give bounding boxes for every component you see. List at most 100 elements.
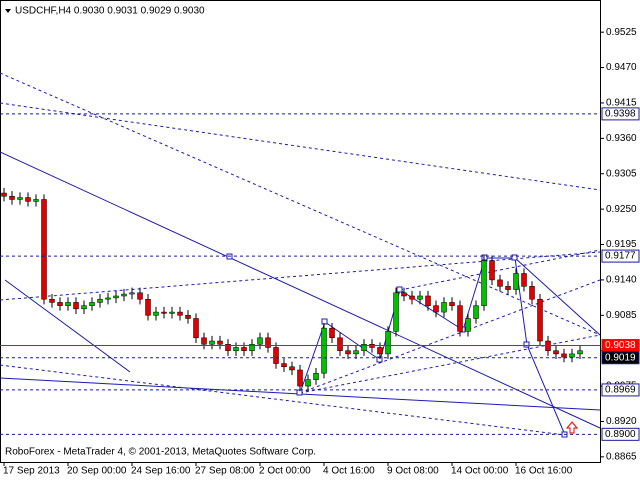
candle-body [201,337,207,345]
candle-body [65,302,71,306]
candle-body [553,350,559,355]
chart-title: USDCHF,H4 0.9030 0.9031 0.9029 0.9030 [15,6,205,17]
candle-body [89,302,95,306]
candle-body [385,331,391,355]
candle-body [137,292,143,300]
candle-body [129,292,135,295]
candle-body [465,318,471,332]
candle-body [321,327,327,374]
candle-body [473,305,479,319]
y-tick-label: 0.9085 [606,310,637,321]
candle-body [337,337,343,351]
level-box [601,383,640,397]
candle-body [569,353,575,358]
x-tick-label: 14 Oct 00:00 [451,466,509,477]
level-label: 0.9398 [605,109,636,120]
candle-body [25,197,31,202]
candle-body [217,340,223,345]
y-tick-label: 0.9470 [606,62,637,73]
candle-body [289,366,295,371]
candle-body [113,295,119,299]
level-label: 0.8900 [605,429,636,440]
candle-body [185,315,191,319]
candle-body [449,302,455,306]
candle-body [169,311,175,314]
level-label: 0.9038 [605,340,636,351]
x-tick-label: 4 Oct 16:00 [323,466,375,477]
candle-body [417,295,423,300]
candle-body [409,295,415,300]
candle-body [353,350,359,355]
level-label: 0.9177 [605,251,636,262]
candle-body [209,340,215,345]
candle-body [329,327,335,339]
candle-body [401,292,407,297]
candle-body [273,347,279,364]
level-box [601,427,640,441]
candle-body [425,295,431,306]
wave-point [511,254,518,261]
candle-body [481,260,487,306]
dashed-line [0,364,566,436]
candle-body [1,192,7,197]
candle-body [281,363,287,368]
candle-body [105,297,111,300]
dashed-line [0,102,601,191]
y-tick-label: 0.9525 [606,27,637,38]
candle-body [233,347,239,351]
y-tick-label: 0.9415 [606,98,637,109]
x-tick-label: 27 Sep 08:00 [195,466,255,477]
y-tick-label: 0.9195 [606,239,637,250]
candle-body [161,311,167,314]
x-tick-label: 24 Sep 16:00 [131,466,191,477]
level-label: 0.8969 [605,385,636,396]
candle-body [177,311,183,316]
y-tick-label: 0.8920 [606,416,637,427]
candle-body [73,302,79,310]
wave-point [523,341,530,348]
candle-body [577,350,583,355]
candle-body [49,298,55,303]
dashed-line [0,251,601,301]
candle-body [153,311,159,316]
candle-body [41,199,47,300]
candle-body [305,379,311,387]
candle-body [9,196,15,200]
level-label: 0.9019 [605,352,636,363]
y-tick-label: 0.9360 [606,133,637,144]
x-tick-label: 20 Sep 00:00 [67,466,127,477]
candle-body [145,298,151,316]
candle-body [529,286,535,300]
candle-body [97,298,103,303]
candle-body [345,350,351,355]
footer: RoboForex - MetaTrader 4, © 2001-2013, M… [5,447,316,458]
x-tick-label: 2 Oct 00:00 [259,466,311,477]
x-tick-label: 17 Sep 2013 [3,466,60,477]
arrow-icon [565,421,579,434]
candle-body [505,286,511,290]
x-tick-label: 16 Oct 16:00 [515,466,573,477]
y-tick-label: 0.9140 [606,275,637,286]
candle-body [225,343,231,351]
dashed-line [0,72,601,336]
candle-body [265,337,271,348]
y-tick-label: 0.9305 [606,168,637,179]
candle-body [377,347,383,355]
trend-line [514,257,601,336]
y-tick-label: 0.9250 [606,204,637,215]
wave-point [396,286,403,293]
level-box [601,107,640,121]
y-tick-label: 0.8865 [606,451,637,462]
x-tick-label: 9 Oct 08:00 [387,466,439,477]
trend-line [4,279,131,373]
candle-body [441,302,447,313]
candle-body [57,302,63,306]
dropdown-icon [5,9,11,13]
candle-body [489,260,495,281]
candle-body [257,337,263,345]
level-box [601,351,640,365]
candle-body [81,305,87,310]
candle-body [241,347,247,351]
dashed-line [399,249,601,291]
